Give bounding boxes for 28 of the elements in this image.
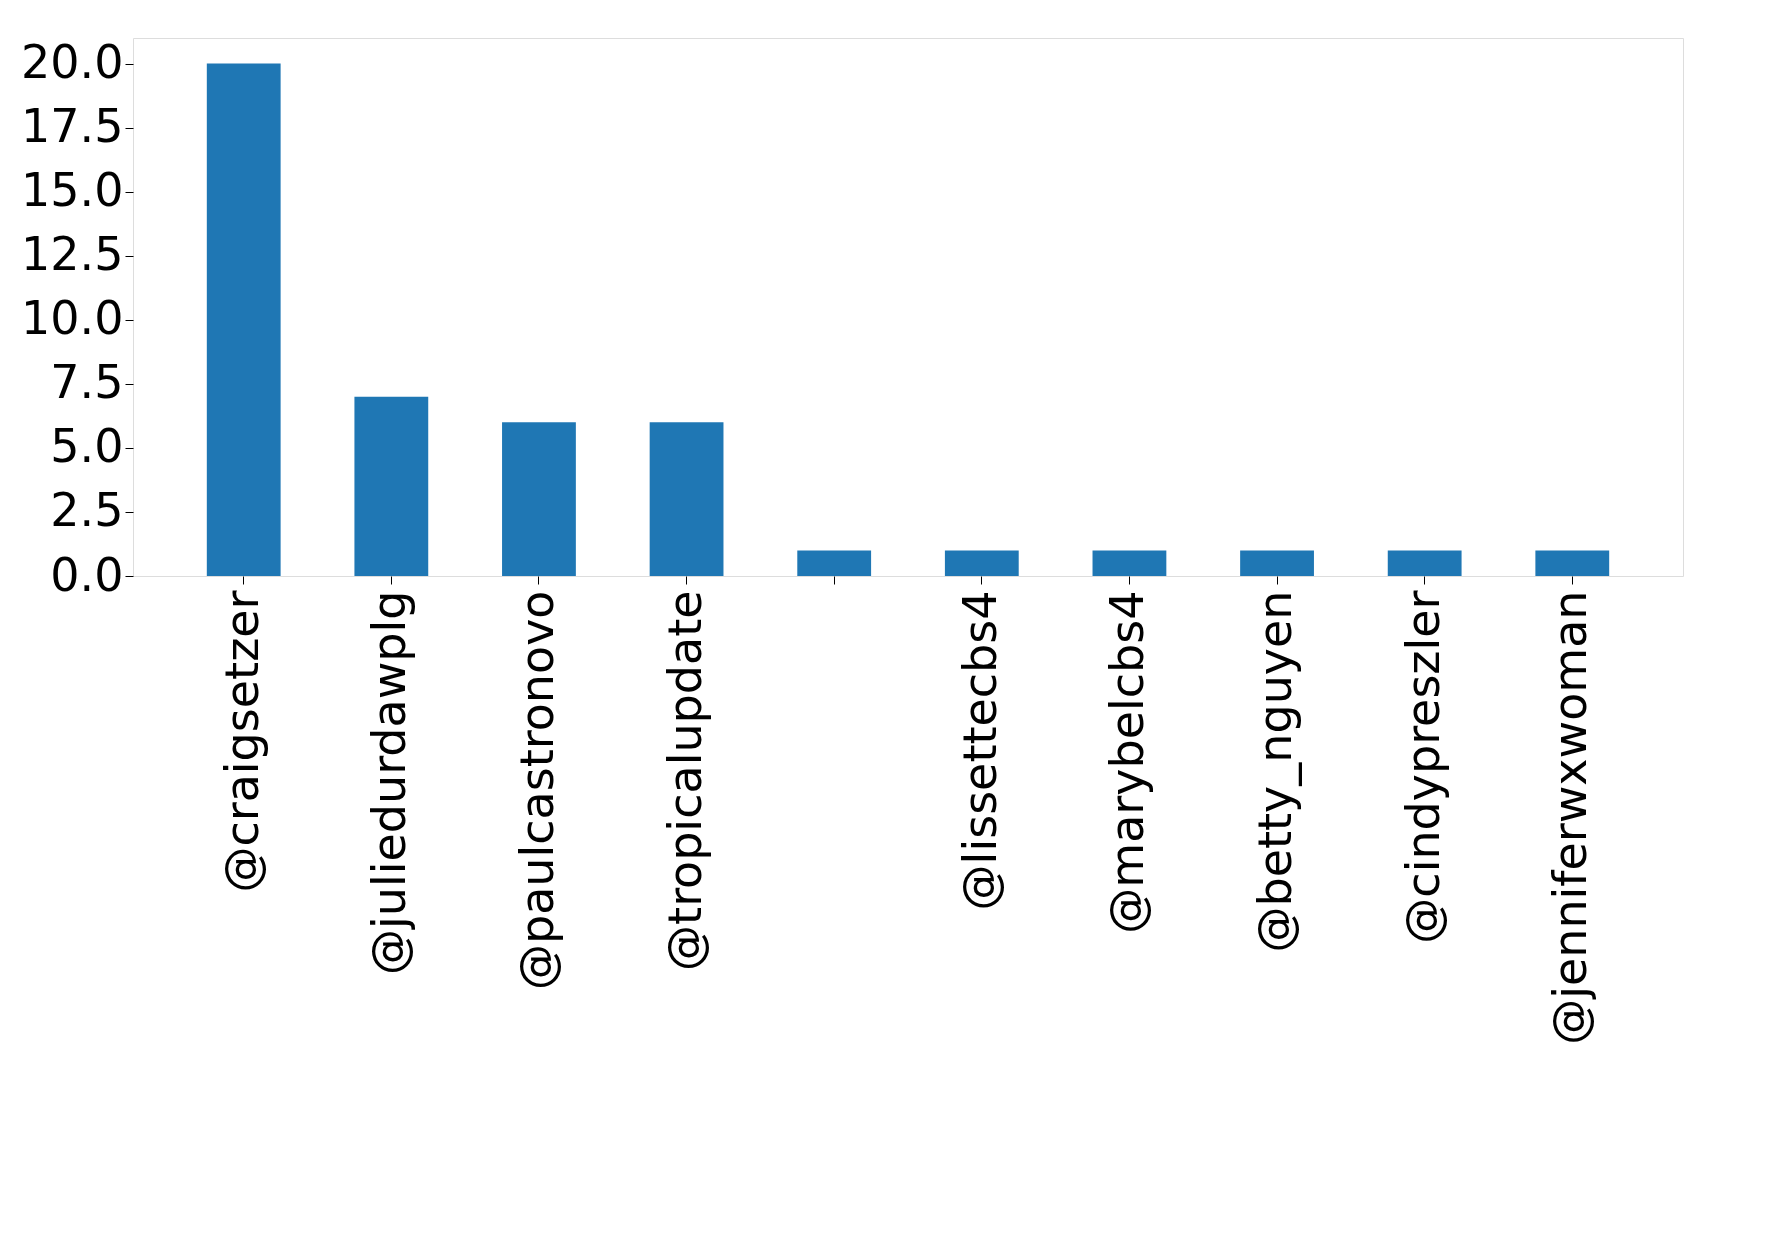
y-tick-label: 0.0	[50, 547, 124, 602]
x-tick-label: @craigsetzer	[214, 590, 269, 893]
bar	[649, 422, 724, 576]
x-tick-label: @lissettecbs4	[952, 590, 1007, 911]
y-tick-label: 20.0	[21, 35, 124, 90]
y-tick-label: 12.5	[21, 227, 124, 282]
bar	[1240, 550, 1314, 576]
bar	[354, 396, 429, 576]
y-tick-label: 15.0	[21, 163, 124, 218]
x-tick-label: @paulcastronovo	[509, 590, 564, 991]
x-tick-label: @jenniferwxwoman	[1543, 590, 1598, 1045]
bar	[797, 550, 872, 576]
x-tick-label: @betty_nguyen	[1248, 590, 1303, 953]
x-tick-label: @tropicalupdate	[657, 590, 712, 971]
y-tick-label: 7.5	[50, 355, 124, 410]
y-tick-label: 10.0	[21, 291, 124, 346]
x-tick-label: @cindypreszler	[1395, 590, 1450, 944]
bar	[206, 63, 281, 576]
bar	[502, 422, 576, 576]
bar	[1092, 550, 1167, 576]
y-tick-label: 5.0	[50, 419, 124, 474]
x-tick-label: @marybelcbs4	[1100, 590, 1155, 934]
bar	[1535, 550, 1610, 576]
y-tick-label: 17.5	[21, 99, 124, 154]
x-tick-label: @juliedurdawplg	[362, 590, 417, 975]
y-tick-label: 2.5	[50, 483, 124, 538]
bar	[944, 550, 1019, 576]
bar	[1387, 550, 1462, 576]
